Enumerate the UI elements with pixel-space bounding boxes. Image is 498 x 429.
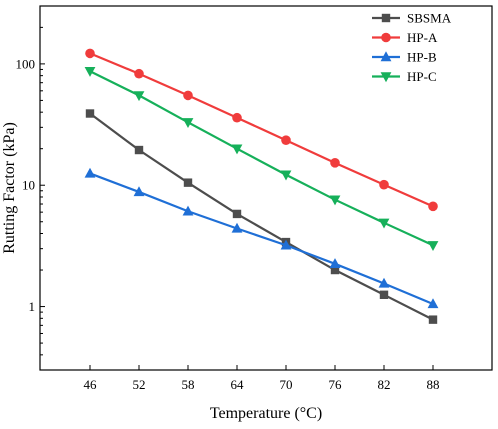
y-axis-title: Rutting Factor (kPa): [1, 122, 18, 254]
data-point-hp-c: [280, 170, 292, 181]
data-point-sbsma: [330, 265, 340, 275]
data-point-hp-a: [183, 90, 193, 101]
x-tick-label: 52: [133, 377, 146, 392]
x-tick-label: 70: [280, 377, 293, 392]
x-tick-label: 76: [329, 377, 343, 392]
data-point-hp-b: [329, 258, 341, 269]
series-line-sbsma: [89, 112, 434, 321]
series-hp-a: [85, 48, 438, 212]
data-point-hp-c: [231, 144, 243, 155]
data-point-hp-a: [330, 158, 340, 168]
legend-marker: [381, 13, 391, 23]
x-tick-label: 88: [427, 377, 440, 392]
data-point-sbsma: [85, 109, 95, 118]
data-point-hp-c: [378, 218, 390, 229]
y-tick-label: 1: [29, 299, 36, 314]
legend-marker: [380, 72, 392, 83]
data-point-hp-b: [427, 298, 439, 309]
data-point-hp-a: [281, 135, 291, 146]
plot-border: [39, 5, 493, 371]
series-layer: [84, 48, 439, 324]
data-point-sbsma: [428, 315, 438, 324]
data-point-hp-a: [134, 68, 144, 79]
x-tick-label: 64: [231, 377, 245, 392]
data-point-sbsma: [183, 178, 193, 187]
x-axis-ticks: 46 52 58 64 70 76 82 88: [84, 365, 440, 392]
legend-entry-hp-b: HP-B: [372, 50, 437, 65]
legend-entry-sbsma: SBSMA: [372, 11, 452, 26]
data-point-hp-c: [329, 195, 341, 206]
data-point-hp-a: [232, 112, 242, 123]
plot-frame: [39, 5, 493, 371]
data-point-hp-c: [427, 241, 439, 251]
legend-label: SBSMA: [407, 11, 452, 26]
legend-entry-hp-c: HP-C: [372, 69, 437, 84]
data-point-hp-a: [379, 179, 389, 190]
series-sbsma: [85, 109, 438, 324]
data-point-hp-b: [133, 186, 145, 197]
series-line-hp-b: [89, 172, 434, 306]
legend-label: HP-B: [407, 50, 437, 65]
legend-marker: [381, 32, 391, 43]
data-point-sbsma: [232, 209, 242, 219]
data-point-sbsma: [379, 290, 389, 299]
series-hp-b: [84, 167, 439, 309]
data-point-sbsma: [134, 145, 144, 155]
y-axis-ticks: 1 10 100: [16, 5, 45, 371]
data-point-hp-b: [280, 239, 292, 250]
legend-label: HP-A: [407, 30, 438, 45]
y-tick-label: 10: [22, 178, 35, 193]
series-line-hp-c: [89, 70, 434, 247]
data-point-hp-c: [182, 118, 194, 129]
legend-label: HP-C: [407, 69, 437, 84]
x-tick-label: 58: [182, 377, 195, 392]
data-point-hp-b: [231, 222, 243, 233]
x-tick-label: 82: [378, 377, 391, 392]
data-point-hp-b: [182, 205, 194, 216]
legend-entry-hp-a: HP-A: [372, 30, 438, 45]
data-point-hp-a: [428, 201, 438, 212]
x-tick-label: 46: [84, 377, 98, 392]
series-line-hp-a: [89, 52, 434, 208]
data-point-hp-a: [85, 48, 95, 59]
data-point-hp-b: [378, 277, 390, 288]
data-point-hp-b: [84, 167, 96, 178]
x-axis-title: Temperature (°C): [210, 405, 322, 422]
legend-marker: [380, 51, 392, 62]
y-tick-label: 100: [16, 56, 36, 71]
series-hp-c: [84, 67, 439, 251]
legend: SBSMA HP-A HP-B HP-C: [372, 11, 452, 84]
data-point-hp-c: [84, 67, 96, 77]
data-point-hp-c: [133, 91, 145, 102]
